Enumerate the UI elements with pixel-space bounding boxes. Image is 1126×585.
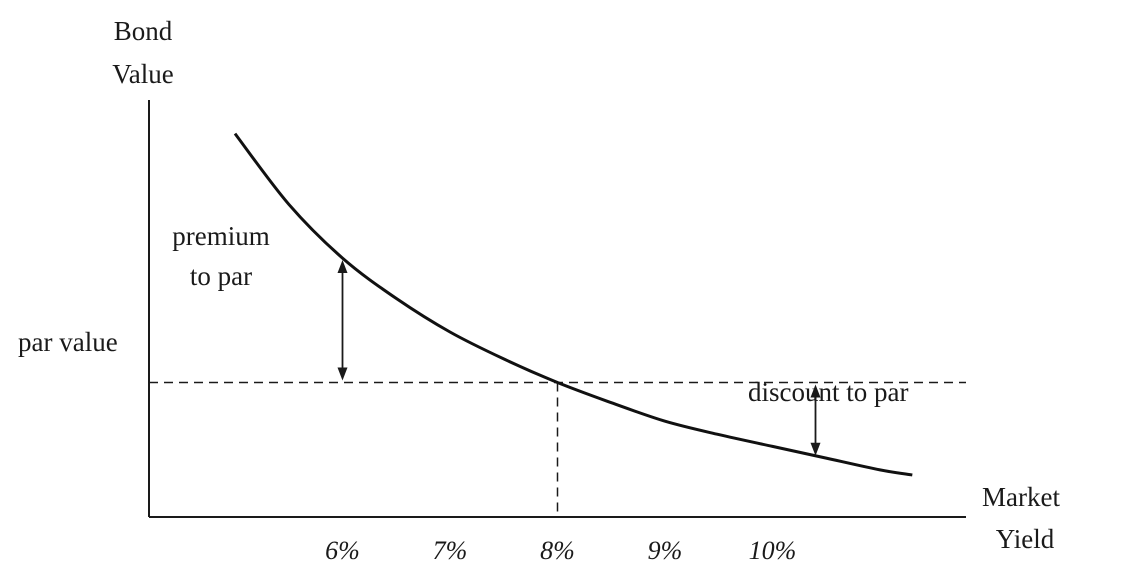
x-tick-label-0: 6%: [325, 536, 360, 565]
x-tick-label-2: 8%: [540, 536, 575, 565]
price-yield-curve: [233, 132, 913, 477]
discount-arrow: [810, 384, 821, 456]
x-tick-label-3: 9%: [648, 536, 683, 565]
x-tick-label-1: 7%: [433, 536, 468, 565]
annotations: premium to par discount to par: [172, 221, 908, 456]
x-tick-labels: 6% 7% 8% 9% 10%: [325, 536, 796, 565]
y-axis-label-line2: Value: [112, 59, 173, 89]
premium-arrow-head-top: [337, 260, 348, 274]
par-value-label: par value: [18, 327, 118, 357]
x-axis-label-line2: Yield: [996, 524, 1055, 554]
premium-label-line1: premium: [172, 221, 269, 251]
discount-arrow-head-bottom: [810, 442, 821, 456]
x-axis-label-line1: Market: [982, 482, 1060, 512]
price-yield-curve-layer: [233, 132, 913, 477]
premium-arrow-head-bottom: [337, 367, 348, 381]
premium-arrow: [337, 260, 348, 381]
x-tick-label-4: 10%: [749, 536, 797, 565]
y-axis-label-line1: Bond: [114, 16, 173, 46]
discount-label: discount to par: [748, 377, 908, 407]
discount-arrow-head-top: [810, 384, 821, 398]
premium-label-line2: to par: [190, 261, 252, 291]
